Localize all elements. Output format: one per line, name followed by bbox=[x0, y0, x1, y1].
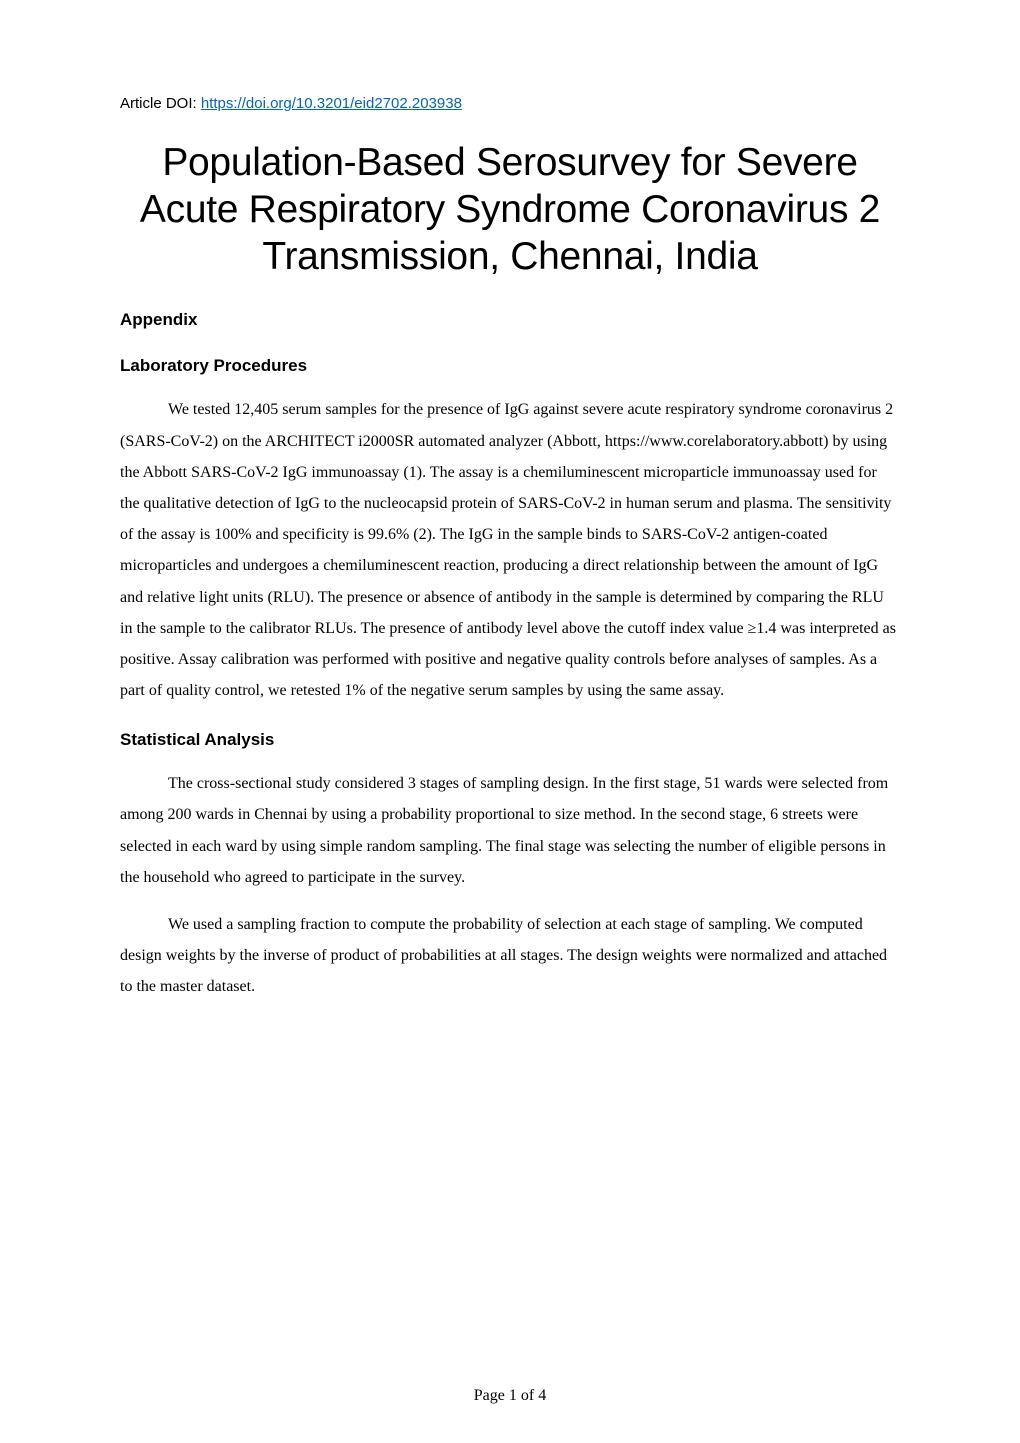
doi-line: Article DOI: https://doi.org/10.3201/eid… bbox=[120, 95, 900, 112]
lab-procedures-para: We tested 12,405 serum samples for the p… bbox=[120, 394, 900, 706]
stats-para-2: We used a sampling fraction to compute t… bbox=[120, 909, 900, 1003]
page-title: Population-Based Serosurvey for Severe A… bbox=[120, 140, 900, 280]
appendix-heading: Appendix bbox=[120, 310, 900, 330]
lab-procedures-heading: Laboratory Procedures bbox=[120, 356, 900, 376]
page-number: Page 1 of 4 bbox=[0, 1387, 1020, 1405]
statistical-analysis-heading: Statistical Analysis bbox=[120, 730, 900, 750]
doi-label: Article DOI: bbox=[120, 95, 201, 112]
stats-para-1: The cross-sectional study considered 3 s… bbox=[120, 768, 900, 893]
doi-link[interactable]: https://doi.org/10.3201/eid2702.203938 bbox=[201, 95, 462, 112]
